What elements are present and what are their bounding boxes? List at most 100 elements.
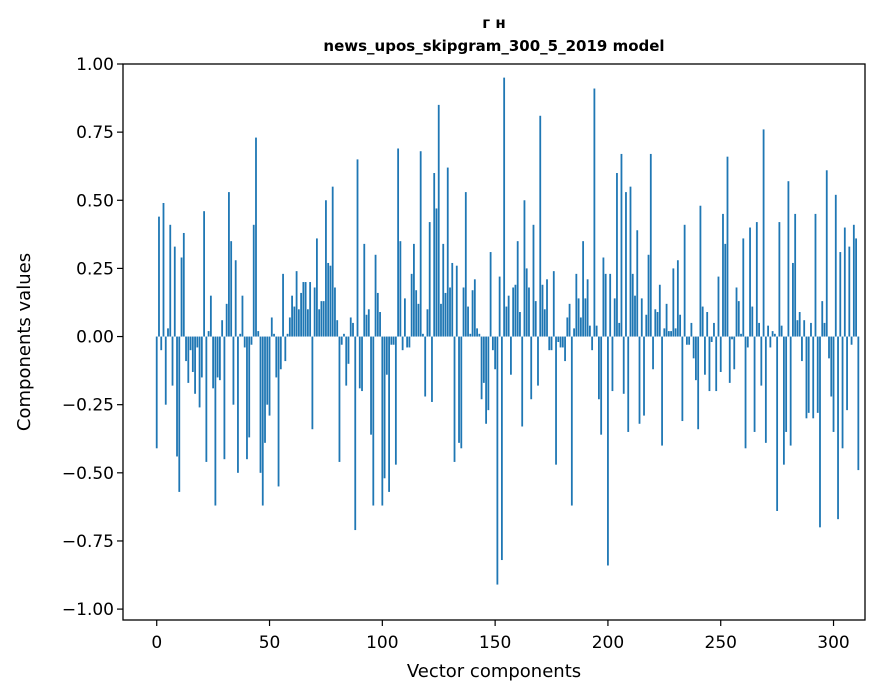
bar-40 — [246, 336, 248, 460]
bar-208 — [625, 192, 627, 337]
bar-285 — [798, 312, 801, 337]
bar-64 — [300, 292, 303, 337]
bar-281 — [789, 336, 792, 446]
bar-147 — [487, 336, 490, 411]
bar-58 — [286, 333, 289, 337]
bar-11 — [180, 257, 183, 337]
bar-150 — [494, 336, 497, 370]
y-tick-label: −0.75 — [62, 532, 114, 552]
bar-16 — [191, 336, 194, 372]
bar-185 — [573, 328, 575, 337]
bar-297 — [825, 170, 828, 337]
bar-276 — [778, 222, 781, 337]
bar-97 — [374, 254, 377, 337]
bar-219 — [649, 153, 652, 337]
bar-200 — [607, 336, 609, 566]
x-tick-label: 150 — [479, 633, 511, 653]
bar-225 — [663, 328, 666, 337]
bar-158 — [512, 287, 515, 337]
bar-214 — [638, 336, 641, 424]
bar-91 — [361, 336, 363, 392]
bar-93 — [365, 314, 368, 337]
bar-132 — [453, 336, 456, 462]
bar-247 — [713, 322, 715, 337]
bar-209 — [627, 336, 630, 432]
bar-242 — [701, 306, 704, 337]
y-tick-label: −1.00 — [62, 600, 114, 620]
bar-32 — [228, 192, 230, 337]
bar-3 — [162, 203, 165, 337]
bar-108 — [399, 241, 402, 337]
bar-263 — [749, 227, 751, 337]
bar-18 — [196, 336, 199, 348]
y-tick-label: 0.75 — [76, 123, 114, 143]
x-tick-label: 100 — [366, 633, 398, 653]
bar-275 — [776, 336, 779, 511]
bar-75 — [325, 200, 327, 337]
bar-145 — [482, 336, 485, 383]
bar-61 — [293, 306, 296, 337]
bar-169 — [537, 336, 539, 386]
bar-48 — [264, 336, 266, 443]
bar-250 — [719, 336, 722, 372]
bar-182 — [566, 317, 569, 337]
bar-70 — [313, 287, 316, 337]
bar-112 — [408, 336, 411, 348]
bar-7 — [171, 336, 174, 386]
bar-25 — [212, 336, 215, 389]
bar-291 — [812, 336, 815, 419]
bar-107 — [397, 148, 400, 337]
bar-87 — [352, 322, 354, 337]
bar-119 — [424, 336, 427, 397]
bar-190 — [584, 298, 587, 337]
y-tick-label: −0.50 — [62, 464, 114, 484]
bar-14 — [187, 336, 190, 383]
bar-287 — [803, 320, 806, 337]
bar-56 — [282, 273, 284, 337]
bar-30 — [223, 336, 226, 460]
bar-2 — [160, 336, 163, 351]
bar-74 — [322, 301, 325, 337]
bar-138 — [467, 306, 469, 337]
bar-270 — [764, 336, 767, 443]
y-tick-label: 1.00 — [76, 55, 114, 75]
bar-172 — [543, 309, 546, 337]
bar-265 — [753, 336, 756, 432]
x-tick-label: 50 — [259, 633, 281, 653]
bar-10 — [178, 336, 181, 492]
bar-26 — [214, 336, 217, 506]
bar-232 — [679, 314, 682, 337]
bar-103 — [388, 336, 390, 492]
bar-302 — [837, 336, 839, 520]
y-tick-label: 0.50 — [76, 191, 114, 211]
bar-46 — [259, 336, 262, 473]
bar-253 — [726, 156, 729, 337]
x-axis-ticks: 0 50 100 150 200 250 300 — [151, 620, 850, 653]
bar-124 — [435, 208, 438, 337]
bar-44 — [255, 137, 257, 337]
bar-38 — [241, 295, 244, 337]
bar-35 — [234, 260, 237, 337]
bar-221 — [654, 309, 657, 337]
bar-175 — [550, 336, 553, 351]
bar-62 — [295, 271, 298, 337]
bar-202 — [611, 336, 614, 392]
bars-group — [155, 77, 860, 585]
bar-257 — [735, 287, 738, 337]
bar-88 — [354, 336, 357, 531]
bar-130 — [449, 287, 451, 337]
bar-28 — [218, 336, 221, 381]
bar-57 — [284, 336, 287, 362]
bar-201 — [609, 273, 612, 337]
bar-82 — [340, 336, 343, 345]
bar-179 — [559, 336, 562, 348]
bar-6 — [169, 224, 172, 337]
bar-273 — [771, 331, 774, 337]
bar-176 — [552, 271, 555, 337]
bar-288 — [805, 336, 808, 419]
bar-161 — [519, 312, 521, 337]
bar-15 — [189, 336, 192, 351]
bar-180 — [561, 336, 564, 348]
bar-51 — [270, 317, 273, 337]
bar-234 — [683, 224, 686, 337]
